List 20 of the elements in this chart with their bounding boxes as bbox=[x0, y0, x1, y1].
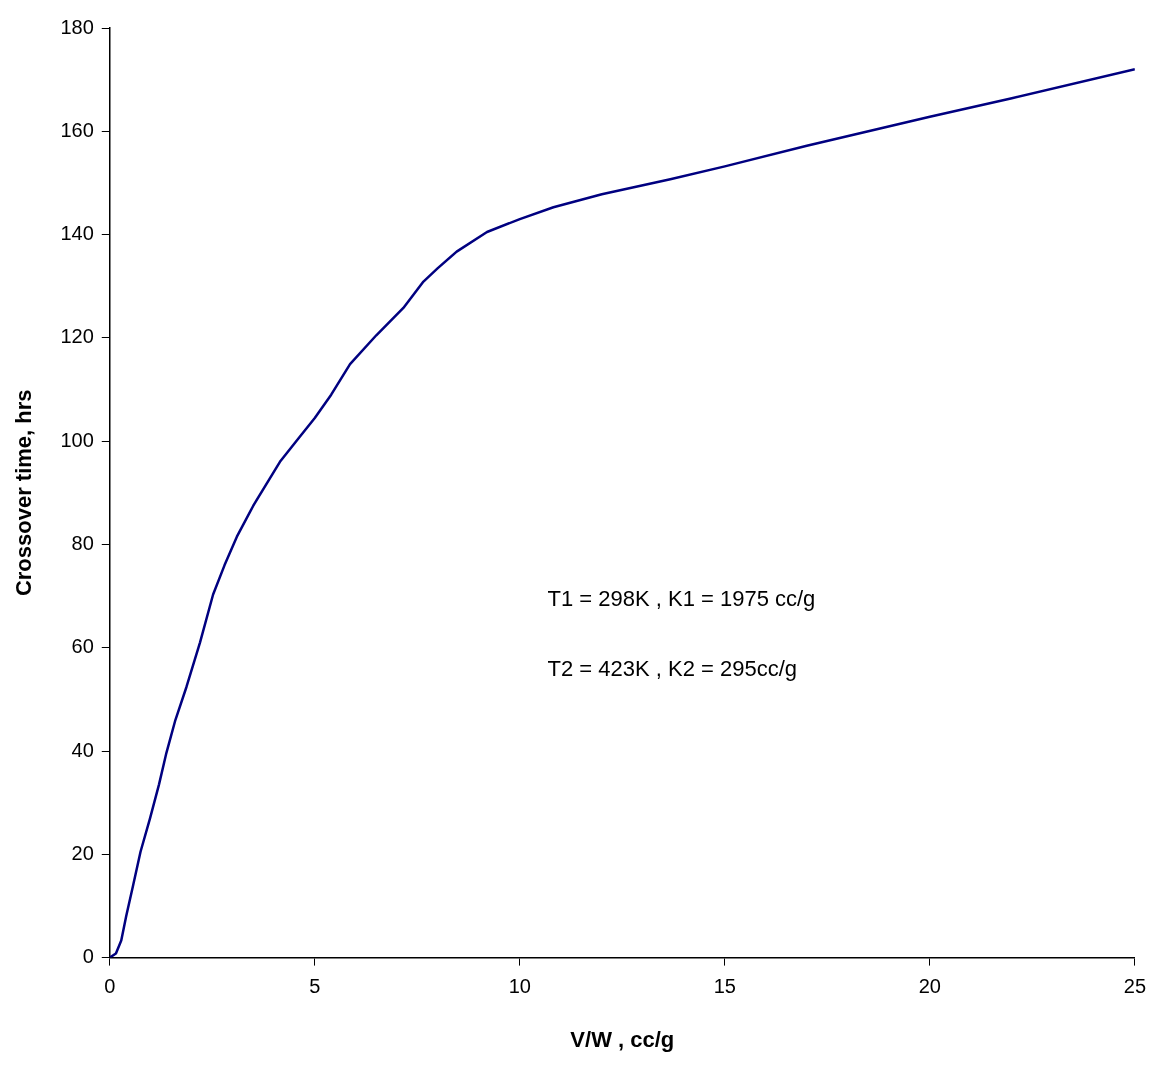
y-tick-label: 60 bbox=[71, 635, 94, 658]
y-tick-label: 160 bbox=[60, 118, 94, 141]
x-axis-title: V/W , cc/g bbox=[570, 1026, 675, 1052]
x-tick-label: 25 bbox=[1123, 975, 1146, 998]
x-tick-label: 20 bbox=[918, 975, 941, 998]
x-tick-label: 5 bbox=[309, 975, 321, 998]
y-axis-title: Crossover time, hrs bbox=[11, 389, 37, 597]
y-tick-label: 100 bbox=[60, 428, 94, 451]
y-tick-label: 40 bbox=[71, 738, 94, 761]
x-tick-label: 0 bbox=[104, 975, 116, 998]
annotation: T1 = 298K , K1 = 1975 cc/g bbox=[547, 585, 816, 611]
y-tick-label: 80 bbox=[71, 531, 94, 554]
y-tick-label: 20 bbox=[71, 841, 94, 864]
y-tick-label: 180 bbox=[60, 15, 94, 38]
x-tick-label: 10 bbox=[508, 975, 531, 998]
y-tick-label: 120 bbox=[60, 325, 94, 348]
y-tick-label: 0 bbox=[82, 945, 94, 968]
x-tick-label: 15 bbox=[713, 975, 736, 998]
annotation: T2 = 423K , K2 = 295cc/g bbox=[547, 655, 797, 681]
y-tick-label: 140 bbox=[60, 222, 94, 245]
